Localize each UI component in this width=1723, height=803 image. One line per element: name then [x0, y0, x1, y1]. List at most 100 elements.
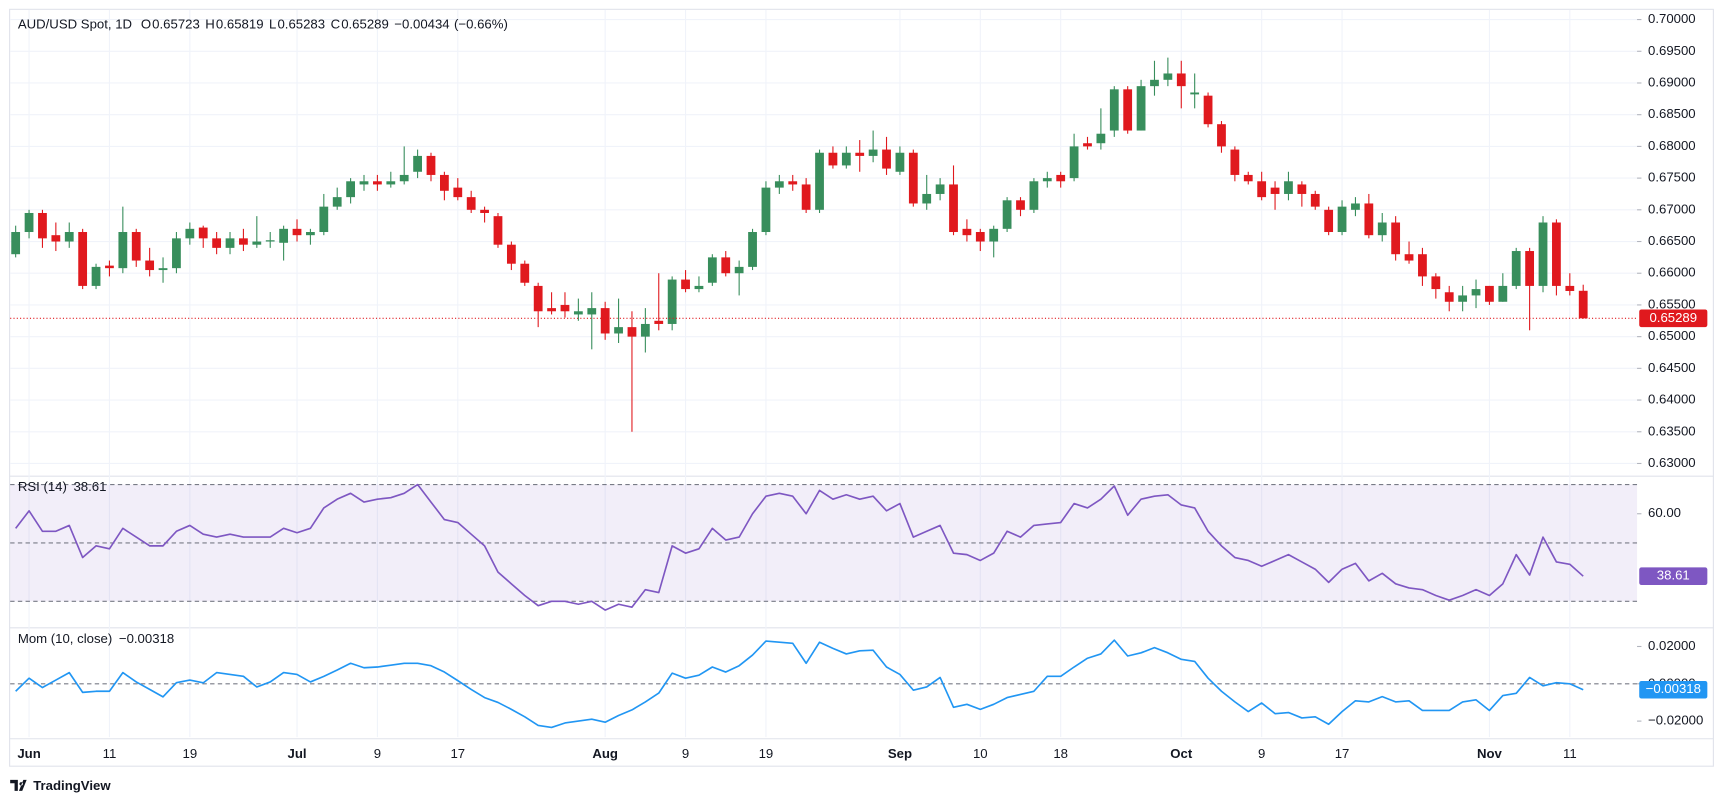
- brand-name: TradingView: [33, 778, 111, 793]
- candle-body: [1444, 292, 1454, 302]
- candle-body: [386, 181, 396, 185]
- candle-body: [453, 187, 463, 198]
- y-tick-label: 0.68000: [1648, 138, 1696, 153]
- candle-body: [24, 212, 34, 233]
- candle-body: [1391, 222, 1401, 255]
- x-tick-label: 19: [759, 746, 774, 761]
- candle-body: [1351, 203, 1360, 210]
- candle-body: [1498, 285, 1508, 302]
- candle-body: [399, 174, 409, 182]
- candle-body: [1230, 149, 1240, 175]
- candle-body: [547, 308, 556, 312]
- candle-body: [882, 149, 891, 169]
- y-tick-label: 60.00: [1648, 505, 1681, 520]
- symbol-title: AUD/USD Spot, 1D: [18, 17, 132, 32]
- candle-body: [694, 285, 704, 290]
- candle-body: [306, 232, 315, 236]
- candle-body: [1538, 222, 1548, 286]
- candle-body: [506, 244, 516, 264]
- ohlc-value: 0.65283: [277, 17, 325, 32]
- candle-body: [145, 260, 155, 271]
- ohlc-value: 0.65289: [341, 17, 389, 32]
- indicator-title: Mom (10, close): [18, 631, 112, 646]
- x-tick-label: Aug: [592, 746, 618, 761]
- candle-body: [480, 209, 489, 213]
- candle-body: [239, 238, 248, 245]
- x-tick-label: 17: [450, 746, 465, 761]
- candle-body: [989, 228, 999, 242]
- candle-body: [587, 308, 597, 315]
- change-percent: (−0.66%): [454, 17, 508, 32]
- change: −0.00434: [394, 17, 449, 32]
- candle-body: [1163, 73, 1173, 80]
- candle-body: [198, 227, 208, 239]
- last-price-box-text: 0.65289: [1649, 310, 1697, 325]
- x-tick-label: Jul: [287, 746, 306, 761]
- candle-body: [1418, 254, 1427, 277]
- candle-body: [895, 152, 905, 172]
- x-tick-label: Sep: [888, 746, 912, 761]
- candle-body: [1016, 200, 1025, 210]
- candle-body: [1552, 222, 1561, 286]
- candle-body: [815, 152, 824, 210]
- x-tick-label: 19: [183, 746, 198, 761]
- candle-body: [292, 228, 302, 236]
- candle-body: [1123, 89, 1133, 131]
- candle-body: [1458, 295, 1468, 302]
- ohlc-label: H: [205, 17, 215, 32]
- indicator-value-box-text: 38.61: [1657, 568, 1690, 583]
- candle-body: [105, 265, 114, 269]
- y-tick-label: 0.65500: [1648, 296, 1696, 311]
- candle-body: [828, 152, 838, 166]
- candles: [11, 57, 1588, 432]
- indicator-title: RSI (14): [18, 479, 67, 494]
- candle-body: [681, 279, 690, 290]
- candle-body: [774, 181, 784, 188]
- candle-body: [1485, 285, 1494, 302]
- candle-body: [185, 228, 195, 239]
- candle-body: [225, 238, 235, 248]
- candle-body: [319, 206, 329, 233]
- candle-body: [1029, 181, 1039, 210]
- candle-body: [614, 327, 623, 334]
- candle-body: [560, 304, 570, 312]
- candle-body: [1404, 254, 1414, 261]
- ohlc-value: 0.65723: [152, 17, 200, 32]
- candle-body: [64, 232, 74, 242]
- candle-body: [172, 238, 181, 269]
- y-tick-label: 0.66500: [1648, 233, 1696, 248]
- candle-body: [1511, 251, 1521, 286]
- y-tick-label: 0.65000: [1648, 328, 1696, 343]
- candle-body: [855, 152, 865, 156]
- candle-body: [707, 257, 717, 283]
- candle-body: [1578, 290, 1588, 319]
- candle-body: [1042, 178, 1052, 182]
- candle-body: [212, 238, 222, 248]
- y-tick-label: 0.02000: [1648, 638, 1696, 653]
- candle-body: [1257, 181, 1267, 198]
- candle-body: [332, 197, 342, 207]
- candle-body: [413, 155, 422, 172]
- candle-body: [1377, 222, 1387, 236]
- candle-body: [627, 327, 637, 337]
- candle-body: [359, 181, 369, 185]
- candle-body: [1069, 146, 1079, 179]
- candle-body: [1471, 289, 1481, 296]
- ohlc-value: 0.65819: [216, 17, 264, 32]
- brand: TradingView: [10, 778, 111, 793]
- y-tick-label: 0.69000: [1648, 74, 1696, 89]
- candle-body: [573, 311, 583, 315]
- indicator-value: 38.61: [73, 479, 106, 494]
- ohlc-label: C: [331, 17, 341, 32]
- indicator-line: [15, 639, 1584, 729]
- candle-body: [935, 184, 945, 194]
- candle-body: [1136, 86, 1146, 131]
- ohlc-label: L: [269, 17, 276, 32]
- candle-body: [158, 268, 168, 271]
- candle-body: [252, 241, 262, 245]
- indicator-value-box: 38.61: [1639, 567, 1708, 585]
- candle-body: [1364, 203, 1374, 236]
